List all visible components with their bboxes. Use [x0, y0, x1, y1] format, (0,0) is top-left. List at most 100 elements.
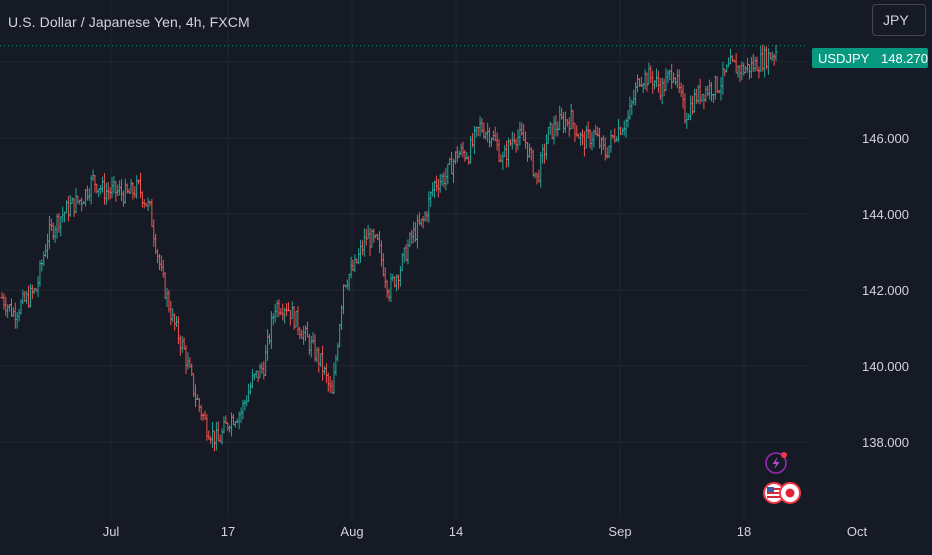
ohlc-bar	[385, 279, 389, 298]
ohlc-bar	[679, 82, 683, 98]
ohlc-bar	[757, 66, 761, 79]
ohlc-bar	[275, 300, 279, 318]
ohlc-bar	[427, 191, 431, 223]
ohlc-bar	[133, 186, 137, 198]
ohlc-bar	[332, 362, 336, 394]
ohlc-bar	[531, 149, 535, 177]
ohlc-bar	[294, 311, 298, 328]
y-tick-label-1: 140.000	[862, 359, 909, 374]
ohlc-bar	[442, 171, 446, 188]
ohlc-bar	[406, 239, 410, 265]
ohlc-bar	[546, 127, 550, 144]
ohlc-bar	[484, 131, 488, 140]
ohlc-bar	[176, 316, 180, 345]
ohlc-bar	[438, 173, 442, 193]
ohlc-bar	[224, 415, 228, 424]
jp-flag-icon[interactable]	[779, 482, 801, 504]
ohlc-bar	[744, 65, 748, 74]
ohlc-bar	[273, 303, 277, 323]
ohlc-bar	[387, 288, 391, 302]
ohlc-bar	[53, 225, 57, 243]
ohlc-bar	[180, 336, 184, 353]
ohlc-bar	[129, 178, 133, 194]
ohlc-bar	[465, 151, 469, 160]
ohlc-bar	[146, 197, 150, 212]
currency-button[interactable]: JPY	[872, 4, 926, 36]
ohlc-bar	[450, 151, 454, 175]
x-tick-label-5: 18	[737, 524, 751, 539]
ohlc-bar	[550, 123, 554, 140]
ohlc-bar	[730, 55, 734, 62]
ohlc-bar	[262, 361, 266, 380]
ohlc-bar	[239, 407, 243, 423]
ohlc-bar	[292, 305, 296, 330]
ohlc-bar	[512, 132, 516, 145]
ohlc-bar	[323, 366, 326, 375]
ohlc-bar	[87, 188, 91, 202]
ohlc-bar	[692, 88, 696, 113]
ohlc-bar	[152, 219, 156, 247]
ohlc-bar	[634, 81, 638, 106]
ohlc-bar	[65, 200, 68, 214]
ohlc-bar	[345, 279, 349, 290]
ohlc-bar	[582, 131, 586, 157]
ohlc-bar	[609, 129, 613, 153]
ohlc-bar	[27, 285, 31, 308]
ohlc-bar	[330, 380, 334, 394]
ohlc-bar	[647, 62, 651, 85]
ohlc-bar	[163, 271, 167, 300]
ohlc-bar	[581, 129, 584, 146]
ohlc-bar	[148, 200, 152, 207]
ohlc-bar	[586, 121, 590, 139]
ohlc-bar	[670, 63, 674, 89]
ohlc-bar	[25, 290, 29, 304]
ohlc-bar	[338, 323, 342, 348]
lightning-event-icon[interactable]	[765, 452, 787, 474]
ohlc-bar	[419, 218, 423, 227]
price-axis[interactable]: 138.000140.000142.000144.000146.000148.0…	[862, 55, 909, 450]
ohlc-bar	[421, 216, 425, 229]
ohlc-bar	[362, 228, 366, 257]
ohlc-bar	[381, 253, 385, 277]
ohlc-bar	[507, 137, 511, 167]
ohlc-bar	[44, 243, 48, 257]
ohlc-bar	[725, 64, 729, 73]
ohlc-bar	[656, 70, 660, 93]
ohlc-bar	[89, 175, 93, 205]
ohlc-bar	[59, 216, 63, 237]
ohlc-bar	[525, 142, 529, 162]
ohlc-bar	[135, 175, 139, 199]
us-flag-icon[interactable]	[763, 482, 785, 504]
ohlc-bar	[184, 345, 188, 374]
ohlc-bar	[288, 309, 292, 326]
ohlc-bar	[38, 260, 42, 287]
x-tick-label-6: Oct	[847, 524, 868, 539]
ohlc-bar	[13, 302, 17, 329]
ohlc-bar	[552, 116, 556, 145]
ohlc-bar	[746, 57, 750, 73]
ohlc-bar	[645, 72, 649, 92]
time-axis[interactable]: Jul 17 Aug 14 Sep 18 Oct	[103, 524, 868, 539]
ohlc-bar	[505, 140, 509, 168]
x-tick-label-1: 17	[221, 524, 235, 539]
ohlc-bar	[476, 126, 480, 137]
ohlc-bar	[461, 141, 465, 158]
ohlc-bar	[541, 144, 545, 164]
ohlc-bar	[47, 215, 51, 250]
ohlc-bar	[336, 342, 340, 362]
ohlc-bar	[161, 259, 165, 278]
ohlc-bar	[558, 105, 562, 131]
ohlc-bar	[740, 61, 744, 81]
ohlc-bar	[677, 69, 681, 94]
ohlc-bar	[704, 86, 708, 102]
ohlc-bar	[603, 137, 607, 161]
ohlc-bar	[235, 418, 239, 424]
ohlc-bar	[256, 370, 260, 382]
ohlc-bar	[672, 72, 676, 84]
ohlc-bar	[759, 46, 763, 72]
ohlc-bar	[194, 384, 197, 408]
ohlc-bar	[42, 251, 46, 266]
ohlc-bar	[448, 157, 452, 166]
